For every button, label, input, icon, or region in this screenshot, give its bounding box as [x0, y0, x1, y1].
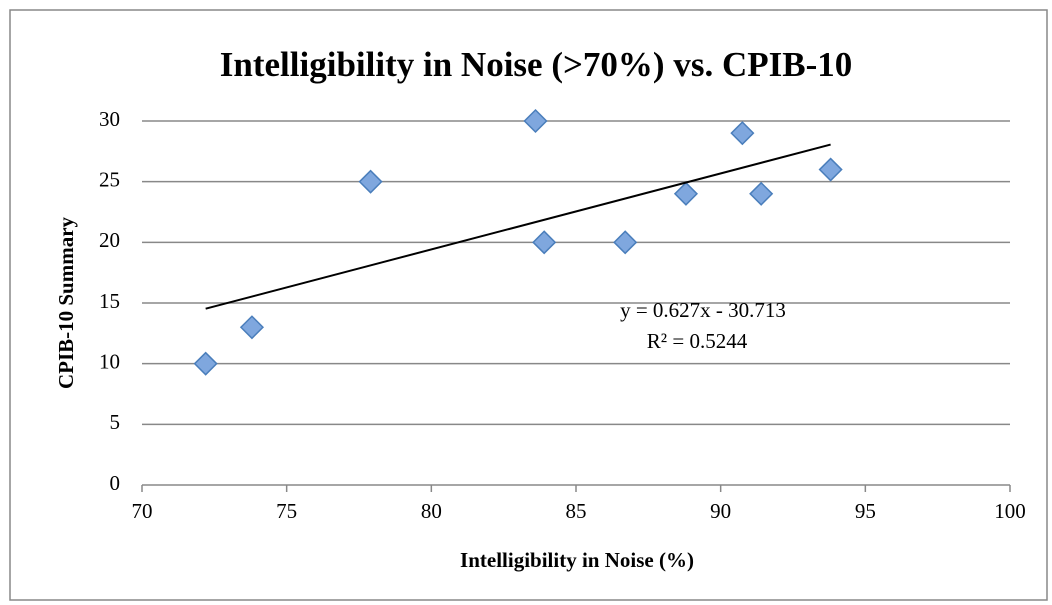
marker	[193, 351, 218, 376]
y-tick-label: 20	[99, 228, 120, 252]
trendline	[205, 143, 831, 310]
x-tick-label: 100	[994, 499, 1026, 523]
y-tick-label: 10	[99, 349, 120, 373]
x-tick-label: 85	[566, 499, 587, 523]
x-tick-label: 75	[276, 499, 297, 523]
marker	[239, 315, 265, 340]
y-tick-label: 5	[110, 410, 121, 434]
marker	[358, 169, 383, 194]
x-axis-label: Intelligibility in Noise (%)	[460, 548, 694, 572]
marker	[523, 108, 548, 134]
marker	[532, 230, 557, 255]
marker	[749, 181, 774, 206]
y-axis-label: CPIB-10 Summary	[54, 216, 78, 389]
marker	[730, 121, 755, 146]
chart-frame	[9, 9, 1048, 601]
y-tick-label: 15	[99, 289, 120, 313]
y-tick-label: 30	[99, 107, 120, 131]
trendline-equation: y = 0.627x - 30.713	[620, 298, 786, 322]
x-tick-label: 70	[132, 499, 153, 523]
x-tick-label: 90	[710, 499, 731, 523]
y-tick-label: 25	[99, 167, 120, 191]
marker	[673, 181, 699, 206]
chart-title: Intelligibility in Noise (>70%) vs. CPIB…	[220, 45, 852, 84]
marker	[613, 230, 638, 255]
x-tick-label: 80	[421, 499, 442, 523]
marker	[818, 157, 843, 182]
y-tick-label: 0	[110, 471, 121, 495]
trendline-r-squared: R² = 0.5244	[647, 329, 748, 353]
x-tick-label: 95	[855, 499, 876, 523]
